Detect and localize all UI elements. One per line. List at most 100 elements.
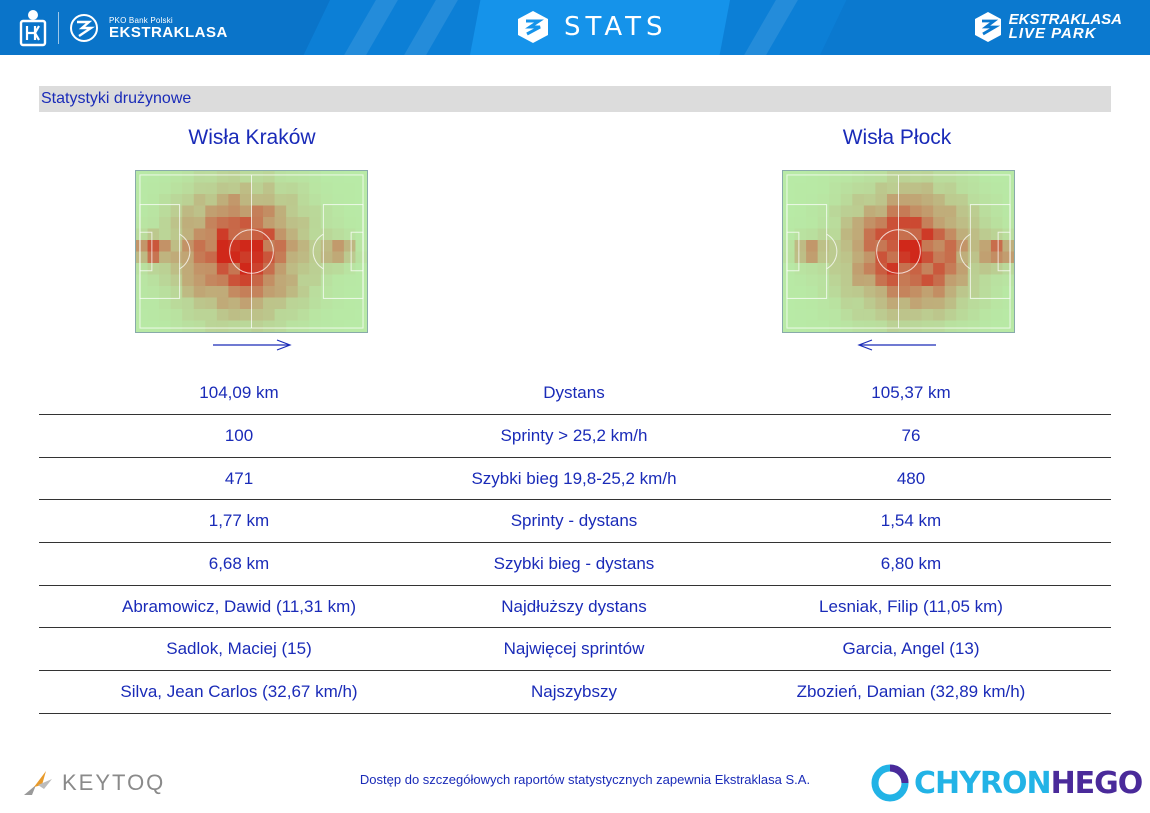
heatmap-cell (840, 240, 853, 252)
keytoq-logo[interactable]: KEYTOQ (20, 765, 165, 801)
heatmap-cell (794, 251, 807, 264)
heatmap-cell (944, 286, 957, 298)
pitch-line (826, 233, 838, 270)
heatmap-cell (817, 286, 830, 298)
heatmap-cell (979, 194, 992, 206)
heatmap-cell (898, 171, 911, 183)
ekstraklasa-ball-icon (70, 14, 98, 42)
heatmap-cell (147, 274, 160, 287)
heatmap-cell (840, 194, 853, 206)
live-park-text: EKSTRAKLASA LIVE PARK (1009, 12, 1122, 42)
heatmap-cell (286, 216, 299, 229)
heatmap-cell (251, 286, 264, 298)
stat-row: 1,77 km Sprinty - dystans 1,54 km (39, 500, 1111, 544)
heatmap-cell (829, 205, 842, 218)
heatmap-cell (806, 251, 819, 264)
heatmap-cell (944, 297, 957, 310)
heatmap-cell (886, 228, 899, 241)
heatmap-cell (182, 262, 195, 275)
heatmap-cell (320, 228, 333, 241)
heatmap-cell (794, 171, 807, 183)
heatmap-cell (159, 171, 172, 183)
away-team-heatmap (782, 170, 1015, 333)
heatmap-cell (944, 308, 957, 321)
heatmap-cell (794, 320, 807, 332)
heatmap-cell (863, 228, 876, 241)
banner-panel-mid (470, 0, 730, 55)
home-value: 104,09 km (199, 383, 279, 402)
heatmap-cell (910, 171, 922, 183)
heatmap-cell (817, 251, 830, 264)
heatmap-cell (990, 308, 1003, 321)
chyronhego-ring-icon (871, 764, 909, 802)
pitch-line (322, 204, 364, 299)
heatmap-cell (933, 182, 946, 195)
heatmap-cell (343, 297, 356, 310)
heatmap-cell (274, 194, 287, 206)
heatmap-cell (806, 240, 819, 252)
heatmap-cell (1002, 228, 1014, 241)
heatmap-cell (886, 286, 899, 298)
heatmap-cell (875, 251, 888, 264)
heatmap-cell (251, 228, 264, 241)
heatmap-cell (182, 286, 195, 298)
stat-row: 6,68 km Szybki bieg - dystans 6,80 km (39, 543, 1111, 586)
stat-row: Sadlok, Maciej (15) Najwięcej sprintów Gar… (39, 628, 1111, 672)
live-park-logo[interactable]: EKSTRAKLASA LIVE PARK (973, 11, 1122, 43)
heatmap-cell (840, 308, 853, 321)
away-value: 76 (901, 425, 921, 445)
heatmap-cell (921, 182, 934, 195)
heatmap-cell (205, 320, 218, 332)
heatmap-cell (875, 228, 888, 241)
heatmap-cell (170, 240, 183, 252)
heatmap-cell (159, 262, 172, 275)
heatmap-cell (921, 228, 934, 241)
heatmap-cell (263, 308, 275, 321)
chyronhego-logo[interactable]: CHYRONHEGO (870, 763, 1143, 803)
heatmap-cell (355, 274, 367, 287)
heatmap-cell (1002, 182, 1014, 195)
heatmap-cell (193, 228, 206, 241)
heatmap-cell (320, 171, 333, 183)
heatmap-cell (852, 182, 865, 195)
heatmap-cell (309, 194, 322, 206)
heatmap-cell (898, 194, 911, 206)
heatmap-cell (817, 205, 830, 218)
heatmap-cell (783, 308, 795, 321)
heatmap-cell (228, 251, 241, 264)
heatmap-cell (956, 297, 969, 310)
heatmap-cell (979, 262, 992, 275)
heatmap-cell (840, 171, 853, 183)
heatmap-cell (933, 228, 946, 241)
heatmap-cell (193, 286, 206, 298)
heatmap-cell (159, 240, 172, 252)
heatmap-cell (216, 308, 229, 321)
heatmap-cell (274, 251, 287, 264)
heatmap-cell (228, 262, 241, 275)
heatmap-cell (182, 308, 195, 321)
heatmap-cell (251, 320, 264, 332)
away-value: 480 (896, 468, 926, 488)
heatmap-cell (863, 182, 876, 195)
heatmap-cell (898, 308, 911, 321)
heatmap-cell (297, 320, 310, 332)
heatmap-cell (794, 182, 807, 195)
heatmap-cell (205, 171, 218, 183)
banner-stripe (344, 0, 398, 55)
heatmap-cell (182, 216, 195, 229)
heatmap-cell (956, 216, 969, 229)
heatmap-cell (840, 205, 853, 218)
stats-title-text: STATS (564, 12, 668, 42)
heatmap-cell (829, 320, 842, 332)
heatmap-cell (921, 194, 934, 206)
heatmap-cell (794, 216, 807, 229)
heatmap-cell (817, 182, 830, 195)
league-brand[interactable]: PKO Bank Polski EKSTRAKLASA (18, 8, 228, 48)
heatmap-cell (286, 194, 299, 206)
heatmap-cell (170, 205, 183, 218)
heatmap-cell (921, 205, 934, 218)
pitch-line (969, 204, 1011, 299)
heatmap-cell (944, 216, 957, 229)
heatmap-cell (274, 274, 287, 287)
heatmap-cell (286, 286, 299, 298)
